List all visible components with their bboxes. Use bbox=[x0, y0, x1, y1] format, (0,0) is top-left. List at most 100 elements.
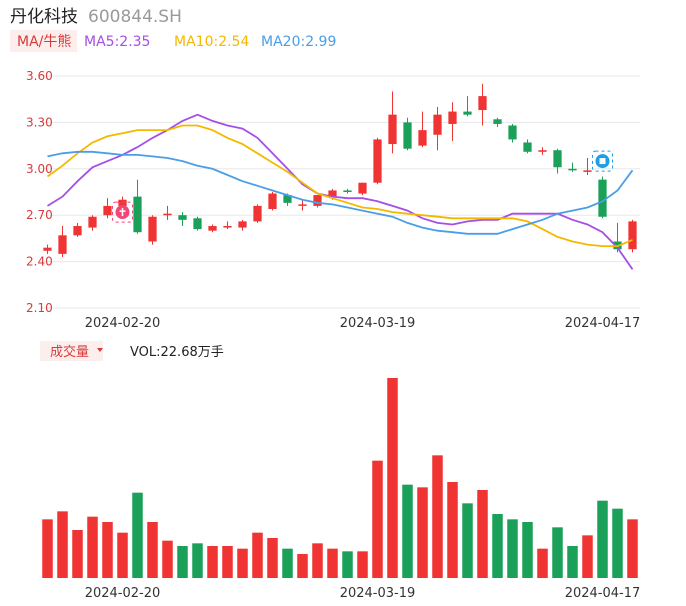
candle bbox=[223, 221, 232, 230]
candle-body bbox=[238, 221, 247, 228]
candle bbox=[553, 148, 562, 174]
candle bbox=[388, 91, 397, 154]
candle bbox=[253, 204, 262, 223]
volume-bar bbox=[612, 508, 623, 578]
candle bbox=[583, 157, 592, 175]
volume-bar bbox=[177, 546, 188, 578]
candle bbox=[298, 199, 307, 211]
candle bbox=[208, 224, 217, 233]
candle-body bbox=[493, 119, 502, 124]
volume-bar bbox=[342, 551, 353, 578]
candle-body bbox=[478, 96, 487, 111]
volume-tag[interactable]: 成交量 bbox=[50, 344, 89, 360]
ma5-label: MA5:2.35 bbox=[84, 34, 150, 50]
candle-body bbox=[208, 226, 217, 231]
ma20-label: MA20:2.99 bbox=[261, 34, 336, 50]
price-y-axis: 3.60 3.30 3.00 2.70 2.40 2.10 bbox=[26, 69, 53, 315]
candle-body bbox=[583, 170, 592, 172]
candle-body bbox=[223, 226, 232, 228]
volume-bar bbox=[162, 540, 173, 578]
candle bbox=[403, 117, 412, 151]
chevron-down-icon[interactable] bbox=[97, 348, 103, 352]
x-tick-label: 2024-04-17 bbox=[565, 316, 641, 331]
candle bbox=[478, 83, 487, 126]
volume-bar bbox=[192, 543, 203, 578]
candle bbox=[373, 137, 382, 185]
signal-frame bbox=[112, 201, 133, 223]
candle-body bbox=[373, 139, 382, 183]
signal-frame bbox=[592, 150, 613, 172]
candle bbox=[133, 179, 142, 234]
candle-body bbox=[508, 125, 517, 140]
y-tick-label: 3.30 bbox=[26, 115, 53, 129]
candle bbox=[268, 192, 277, 211]
candle-body bbox=[103, 205, 112, 216]
candle-body bbox=[433, 114, 442, 135]
candle-body bbox=[313, 195, 322, 206]
candle bbox=[433, 106, 442, 151]
x-tick-label: 2024-02-20 bbox=[85, 586, 161, 601]
volume-value: VOL:22.68万手 bbox=[130, 345, 224, 360]
volume-bar bbox=[582, 535, 593, 578]
price-x-axis: 2024-02-20 2024-03-19 2024-04-17 bbox=[85, 316, 641, 331]
candle-body bbox=[448, 111, 457, 124]
volume-bar bbox=[387, 378, 398, 578]
volume-bar bbox=[102, 522, 113, 578]
candle-body bbox=[463, 111, 472, 115]
candle bbox=[103, 198, 112, 219]
volume-bar bbox=[147, 522, 158, 578]
candle bbox=[538, 147, 547, 155]
volume-bar bbox=[357, 551, 368, 578]
y-tick-label: 2.10 bbox=[26, 301, 53, 315]
candle bbox=[598, 176, 607, 219]
candle bbox=[508, 123, 517, 143]
volume-bar bbox=[537, 548, 548, 578]
y-tick-label: 3.60 bbox=[26, 69, 53, 83]
candle bbox=[43, 244, 52, 254]
candle-body bbox=[193, 218, 202, 230]
y-tick-label: 3.00 bbox=[26, 162, 53, 176]
bull-marker-icon bbox=[112, 201, 133, 223]
candle-body bbox=[148, 216, 157, 242]
candle bbox=[493, 117, 502, 128]
signal-glyph bbox=[119, 208, 126, 217]
moving-average-lines bbox=[46, 113, 634, 270]
signal-glyph bbox=[599, 158, 606, 165]
volume-bar bbox=[282, 548, 293, 578]
candle bbox=[448, 102, 457, 141]
candle-body bbox=[358, 182, 367, 194]
candle-body bbox=[628, 221, 637, 250]
candle bbox=[313, 195, 322, 208]
candle bbox=[178, 212, 187, 227]
ma20-line bbox=[47, 150, 634, 235]
signal-markers bbox=[112, 150, 613, 223]
candle-body bbox=[568, 168, 577, 171]
volume-bar bbox=[402, 484, 413, 578]
candle-body bbox=[283, 195, 292, 203]
candle-body bbox=[268, 193, 277, 210]
candle bbox=[193, 216, 202, 231]
volume-bar bbox=[447, 482, 458, 578]
ma-tag[interactable]: MA/牛熊 bbox=[17, 34, 71, 50]
candle-body bbox=[598, 179, 607, 217]
candle-body bbox=[388, 114, 397, 145]
volume-bar bbox=[507, 519, 518, 578]
ma5-line bbox=[47, 113, 634, 270]
volume-bar bbox=[252, 532, 263, 578]
volume-bar bbox=[492, 514, 503, 578]
candle bbox=[163, 205, 172, 220]
candle-body bbox=[58, 235, 67, 254]
candle-body bbox=[538, 150, 547, 152]
volume-bar bbox=[477, 490, 488, 578]
volume-bar bbox=[117, 532, 128, 578]
x-tick-label: 2024-04-17 bbox=[565, 586, 641, 601]
volume-bar bbox=[207, 546, 218, 578]
candle-body bbox=[163, 213, 172, 216]
volume-x-axis: 2024-02-20 2024-03-19 2024-04-17 bbox=[85, 586, 641, 601]
candle-body bbox=[523, 142, 532, 152]
candle bbox=[463, 96, 472, 117]
candle bbox=[58, 226, 67, 257]
volume-bar bbox=[57, 511, 68, 578]
candle-body bbox=[43, 247, 52, 251]
volume-bar bbox=[222, 546, 233, 578]
